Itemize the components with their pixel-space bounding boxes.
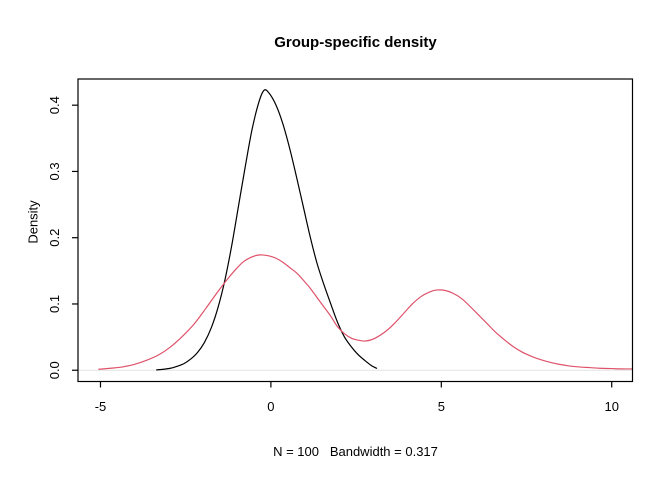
x-axis-label: N = 100 Bandwidth = 0.317 (273, 444, 438, 459)
plot-box (77, 78, 634, 383)
x-tick-label: 0 (267, 399, 274, 414)
x-tick-label: -5 (95, 399, 107, 414)
density-curve-group-1-density (156, 89, 378, 371)
x-tick-label: 10 (604, 399, 618, 414)
chart-title: Group-specific density (274, 34, 437, 51)
y-tick-label: 0.3 (47, 162, 62, 180)
y-tick-label: 0.1 (47, 295, 62, 313)
y-axis-label: Density (25, 200, 41, 244)
density-curve-group-2-density (98, 254, 634, 370)
x-tick-label: 5 (438, 399, 445, 414)
y-tick-label: 0.2 (47, 229, 62, 247)
y-tick-label: 0.0 (47, 361, 62, 379)
y-tick-label: 0.4 (47, 96, 62, 114)
